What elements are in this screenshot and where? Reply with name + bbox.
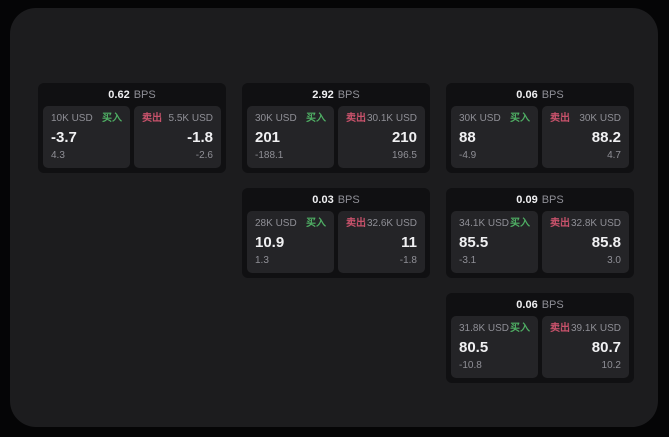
buy-side-label: 买入 [102, 113, 122, 124]
quote-card: 0.62 BPS 10K USD 买入 -3.7 4.3 卖出 5.5K USD … [38, 83, 226, 173]
sell-quote-panel[interactable]: 卖出 32.8K USD 85.8 3.0 [542, 211, 629, 273]
buy-quote-panel[interactable]: 10K USD 买入 -3.7 4.3 [43, 106, 130, 168]
buy-sub-value: -4.9 [459, 150, 477, 161]
buy-price: 80.5 [459, 339, 489, 356]
buy-amount: 31.8K USD [459, 323, 510, 334]
bps-value: 0.06 [516, 299, 538, 311]
quote-card: 2.92 BPS 30K USD 买入 201 -188.1 卖出 30.1K U… [242, 83, 430, 173]
buy-sell-panels: 31.8K USD 买入 80.5 -10.8 卖出 39.1K USD 80.… [451, 316, 629, 378]
card-header: 0.06 BPS [451, 87, 629, 103]
sell-amount: 30.1K USD [366, 113, 417, 124]
quote-cards-grid: 0.62 BPS 10K USD 买入 -3.7 4.3 卖出 5.5K USD … [38, 83, 634, 383]
sell-sub-value: 10.2 [601, 360, 621, 371]
sell-side-label: 卖出 [550, 113, 570, 124]
buy-amount: 10K USD [51, 113, 93, 124]
bps-unit-label: BPS [541, 89, 564, 101]
card-header: 2.92 BPS [247, 87, 425, 103]
buy-side-label: 买入 [510, 113, 530, 124]
sell-sub-value: -1.8 [399, 255, 417, 266]
buy-price: 85.5 [459, 234, 489, 251]
buy-sell-panels: 28K USD 买入 10.9 1.3 卖出 32.6K USD 11 -1.8 [247, 211, 425, 273]
buy-sell-panels: 30K USD 买入 88 -4.9 卖出 30K USD 88.2 4.7 [451, 106, 629, 168]
quote-card: 0.03 BPS 28K USD 买入 10.9 1.3 卖出 32.6K USD… [242, 188, 430, 278]
sell-side-label: 卖出 [346, 218, 366, 229]
card-header: 0.09 BPS [451, 192, 629, 208]
buy-quote-panel[interactable]: 28K USD 买入 10.9 1.3 [247, 211, 334, 273]
sell-price: 85.8 [591, 234, 621, 251]
buy-side-label: 买入 [510, 323, 530, 334]
sell-price: 88.2 [591, 129, 621, 146]
buy-sub-value: -188.1 [255, 150, 284, 161]
quote-card: 0.06 BPS 31.8K USD 买入 80.5 -10.8 卖出 39.1K… [446, 293, 634, 383]
quote-card: 0.09 BPS 34.1K USD 买入 85.5 -3.1 卖出 32.8K … [446, 188, 634, 278]
buy-quote-panel[interactable]: 30K USD 买入 88 -4.9 [451, 106, 538, 168]
sell-amount: 32.8K USD [570, 218, 621, 229]
bps-value: 0.62 [108, 89, 130, 101]
buy-sub-value: -10.8 [459, 360, 482, 371]
sell-side-label: 卖出 [550, 218, 570, 229]
bps-value: 2.92 [312, 89, 334, 101]
sell-price: -1.8 [187, 129, 213, 146]
buy-price: -3.7 [51, 129, 77, 146]
buy-sell-panels: 34.1K USD 买入 85.5 -3.1 卖出 32.8K USD 85.8… [451, 211, 629, 273]
buy-price: 10.9 [255, 234, 285, 251]
sell-side-label: 卖出 [550, 323, 570, 334]
sell-sub-value: 4.7 [607, 150, 621, 161]
buy-side-label: 买入 [306, 113, 326, 124]
sell-side-label: 卖出 [346, 113, 366, 124]
sell-side-label: 卖出 [142, 113, 162, 124]
sell-quote-panel[interactable]: 卖出 30.1K USD 210 196.5 [338, 106, 425, 168]
buy-sub-value: -3.1 [459, 255, 477, 266]
buy-amount: 30K USD [459, 113, 501, 124]
bps-unit-label: BPS [541, 194, 564, 206]
sell-amount: 39.1K USD [570, 323, 621, 334]
buy-sub-value: 4.3 [51, 150, 65, 161]
buy-amount: 28K USD [255, 218, 297, 229]
sell-amount: 30K USD [579, 113, 621, 124]
sell-quote-panel[interactable]: 卖出 39.1K USD 80.7 10.2 [542, 316, 629, 378]
bps-value: 0.06 [516, 89, 538, 101]
sell-price: 210 [391, 129, 417, 146]
sell-sub-value: -2.6 [195, 150, 213, 161]
sell-sub-value: 196.5 [391, 150, 417, 161]
buy-amount: 30K USD [255, 113, 297, 124]
sell-quote-panel[interactable]: 卖出 32.6K USD 11 -1.8 [338, 211, 425, 273]
card-header: 0.62 BPS [43, 87, 221, 103]
sell-price: 80.7 [591, 339, 621, 356]
buy-sub-value: 1.3 [255, 255, 269, 266]
buy-side-label: 买入 [510, 218, 530, 229]
buy-quote-panel[interactable]: 30K USD 买入 201 -188.1 [247, 106, 334, 168]
sell-quote-panel[interactable]: 卖出 30K USD 88.2 4.7 [542, 106, 629, 168]
card-header: 0.03 BPS [247, 192, 425, 208]
buy-sell-panels: 30K USD 买入 201 -188.1 卖出 30.1K USD 210 1… [247, 106, 425, 168]
sell-amount: 32.6K USD [366, 218, 417, 229]
sell-sub-value: 3.0 [607, 255, 621, 266]
bps-unit-label: BPS [541, 299, 564, 311]
buy-price: 88 [459, 129, 476, 146]
buy-amount: 34.1K USD [459, 218, 510, 229]
quote-card: 0.06 BPS 30K USD 买入 88 -4.9 卖出 30K USD 88… [446, 83, 634, 173]
buy-quote-panel[interactable]: 34.1K USD 买入 85.5 -3.1 [451, 211, 538, 273]
buy-sell-panels: 10K USD 买入 -3.7 4.3 卖出 5.5K USD -1.8 -2.… [43, 106, 221, 168]
buy-side-label: 买入 [306, 218, 326, 229]
bps-unit-label: BPS [337, 194, 360, 206]
bps-value: 0.09 [516, 194, 538, 206]
buy-quote-panel[interactable]: 31.8K USD 买入 80.5 -10.8 [451, 316, 538, 378]
bps-unit-label: BPS [337, 89, 360, 101]
card-header: 0.06 BPS [451, 297, 629, 313]
sell-amount: 5.5K USD [168, 113, 213, 124]
bps-value: 0.03 [312, 194, 334, 206]
sell-price: 11 [401, 234, 417, 251]
bps-unit-label: BPS [133, 89, 156, 101]
sell-quote-panel[interactable]: 卖出 5.5K USD -1.8 -2.6 [134, 106, 221, 168]
buy-price: 201 [255, 129, 281, 146]
